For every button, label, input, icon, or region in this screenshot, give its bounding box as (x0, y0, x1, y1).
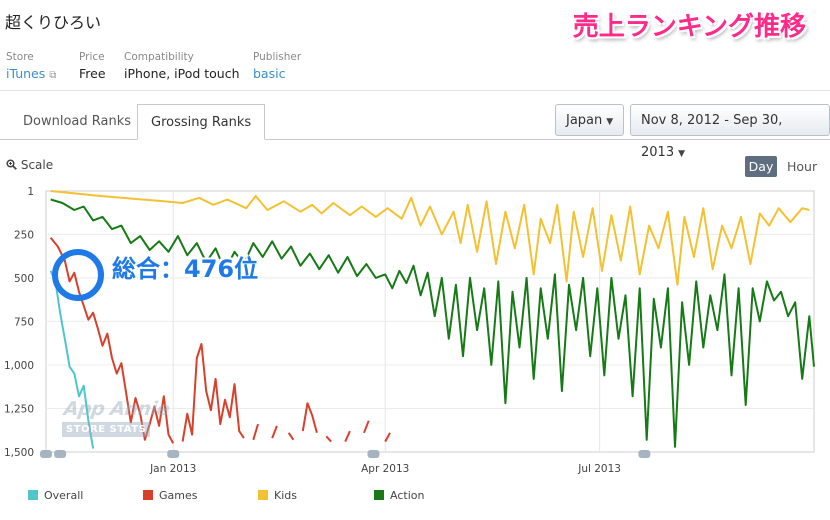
overlay-title: 売上ランキング推移 (572, 12, 806, 42)
external-link-icon: ⧉ (49, 70, 57, 81)
y-tick-label: 1,500 (4, 447, 34, 459)
callout-label: 総合：476位 (112, 255, 259, 283)
country-dropdown[interactable]: Japan ▼ (555, 104, 625, 136)
zoom-icon (6, 159, 17, 170)
legend-label: Kids (274, 489, 297, 502)
legend-action[interactable]: Action (374, 489, 424, 502)
granularity-day-button[interactable]: Day (745, 156, 777, 177)
meta-compatibility: Compatibility iPhone, iPod touch (124, 51, 240, 81)
x-tick-label: Apr 2013 (361, 463, 409, 475)
tab-grossing-ranks[interactable]: Grossing Ranks (137, 104, 266, 140)
meta-publisher-link[interactable]: basic (253, 66, 286, 81)
series-line-games (301, 402, 318, 434)
series-line-overall (49, 270, 95, 449)
legend-label: Overall (44, 489, 84, 502)
scale-toggle[interactable]: Scale (6, 158, 53, 172)
date-range-value: Nov 8, 2012 - Sep 30, 2013 (641, 113, 783, 160)
meta-price-label: Price (79, 51, 105, 63)
legend-games[interactable]: Games (143, 489, 197, 502)
series-line-action (50, 198, 815, 448)
meta-store: Store iTunes ⧉ (6, 51, 56, 81)
meta-publisher-label: Publisher (253, 51, 302, 63)
note-marker-icon (638, 450, 651, 458)
series-line-games (252, 423, 259, 441)
tabs-baseline (0, 139, 830, 140)
note-marker-icon (167, 450, 180, 458)
legend-swatch (374, 490, 384, 500)
series-line-games (181, 343, 245, 442)
series-line-games (287, 432, 295, 441)
y-tick-label: 500 (14, 273, 34, 285)
note-marker-icon (367, 450, 380, 458)
series-line-games (384, 432, 391, 443)
date-range-dropdown[interactable]: Nov 8, 2012 - Sep 30, 2013 ▼ (630, 104, 830, 160)
meta-price: Price Free (79, 51, 106, 81)
x-tick-label: Jan 2013 (149, 463, 196, 475)
granularity-hour-button[interactable]: Hour (787, 159, 818, 174)
y-tick-label: 1,250 (4, 403, 34, 415)
meta-compatibility-label: Compatibility (124, 51, 194, 63)
legend-label: Games (159, 489, 198, 502)
scale-label[interactable]: Scale (20, 158, 54, 172)
legend-overall[interactable]: Overall (28, 489, 83, 502)
y-tick-label: 1,000 (4, 360, 34, 372)
x-tick-label: Jul 2013 (577, 463, 621, 475)
y-tick-label: 250 (14, 229, 34, 241)
meta-publisher: Publisher basic (253, 51, 301, 81)
series-line-games (325, 435, 332, 443)
legend-label: Action (390, 489, 425, 502)
tab-download-ranks[interactable]: Download Ranks (23, 114, 132, 129)
meta-store-link[interactable]: iTunes ⧉ (6, 66, 56, 81)
series-line-games (344, 430, 351, 443)
caret-down-icon: ▼ (678, 149, 686, 159)
watermark-logo: App Annie (62, 398, 171, 420)
meta-price-value: Free (79, 66, 106, 81)
watermark-badge: STORE STATS (62, 422, 151, 437)
series-line-games (363, 420, 370, 434)
series-line-kids (50, 190, 810, 286)
note-marker-icon (54, 450, 67, 458)
meta-store-value[interactable]: iTunes (6, 66, 46, 81)
legend-swatch (28, 490, 38, 500)
meta-compatibility-value: iPhone, iPod touch (124, 66, 240, 81)
meta-divider (0, 90, 830, 91)
legend-swatch (143, 490, 153, 500)
country-value: Japan (566, 113, 603, 128)
y-tick-label: 1 (27, 186, 34, 198)
y-tick-label: 750 (14, 316, 34, 328)
rank-chart: 1 250 500 750 1,000 1,250 1,500 Jan 2013 Apr 20… (4, 186, 815, 475)
meta-store-label: Store (6, 51, 34, 63)
caret-down-icon: ▼ (606, 117, 614, 127)
series-line-games (271, 425, 278, 439)
app-title: 超くりひろい (5, 13, 102, 32)
note-marker-icon (40, 450, 52, 458)
callout-circle (52, 249, 104, 301)
legend-kids[interactable]: Kids (258, 489, 297, 502)
legend-swatch (258, 490, 268, 500)
